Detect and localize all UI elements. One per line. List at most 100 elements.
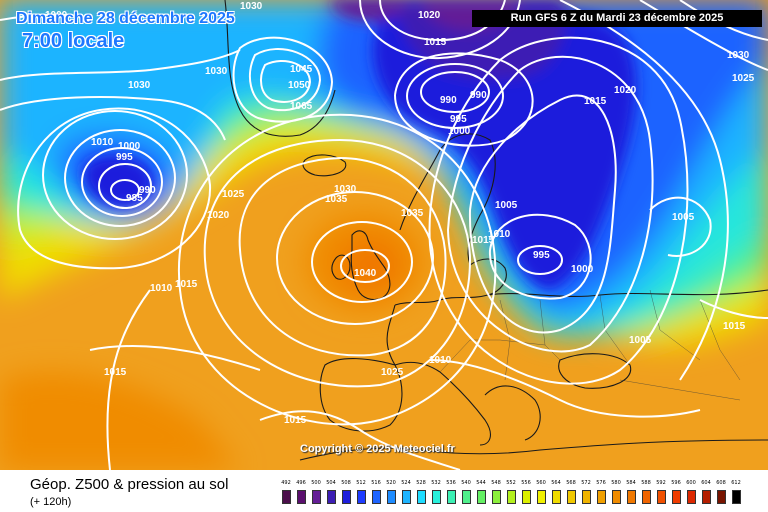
scale-label: 540 [461,480,471,486]
isobar-low-west-1010 [17,107,212,270]
scale-label: 544 [476,480,486,486]
scale-label: 552 [506,480,516,486]
isobar-label: 1015 [723,321,746,332]
isobar-iceland-high [248,48,322,112]
isobar-label: 1015 [472,235,495,246]
isobar-east-1010 [447,55,654,353]
isobar-label: 1005 [629,335,652,346]
scale-label: 580 [611,480,621,486]
weather-map: 1030 1000 1020 1015 1030 1030 1045 1025 1030 1050… [0,0,768,470]
isobar-label: 1010 [150,283,173,294]
scale-label: 508 [341,480,351,486]
scale-swatch [642,490,651,504]
scale-label: 600 [686,480,696,486]
scale-label: 612 [731,480,741,486]
isobar-low-west-990 [98,163,152,209]
border-4 [649,289,701,361]
isobar-label: 1025 [732,73,755,84]
scale-swatch [387,490,396,504]
isobar-label: 995 [533,250,550,261]
border-6 [699,299,741,381]
scale-swatch [432,490,441,504]
scale-label: 596 [671,480,681,486]
coast-greenland [224,0,336,137]
scale-swatch [417,490,426,504]
scale-label: 560 [536,480,546,486]
scale-label: 568 [566,480,576,486]
scale-label: 512 [356,480,366,486]
scale-swatch [522,490,531,504]
border-7 [619,379,741,401]
isobar-high-uk-1040 [340,249,390,283]
scale-swatch [372,490,381,504]
scale-swatch [612,490,621,504]
isobar-high-uk-1030 [276,191,434,325]
scale-swatch [312,490,321,504]
isobar-east-1005 [468,94,617,334]
scale-label: 504 [326,480,336,486]
isobar-label: 1015 [424,37,447,48]
scale-label: 536 [446,480,456,486]
scale-label: 572 [581,480,591,486]
isobar-low-north-995 [406,63,504,129]
isobar-west-1030 [0,49,241,81]
scale-swatch [657,490,666,504]
isobar-label: 1020 [418,10,441,21]
isobar-label: 1015 [584,96,607,107]
isobar-label: 1035 [401,208,424,219]
scale-label: 516 [371,480,381,486]
isobar-west-1000 [0,13,91,21]
scale-swatch [342,490,351,504]
isobar-label: 1030 [205,66,228,77]
scale-label: 496 [296,480,306,486]
scale-swatch [357,490,366,504]
scale-swatch [732,490,741,504]
valid-date: Dimanche 28 décembre 2025 [16,10,235,27]
scale-swatch [477,490,486,504]
isobar-label: 1040 [354,268,377,279]
scale-label: 528 [416,480,426,486]
isobar-labels: 1030 1000 1020 1015 1030 1030 1045 1025 1030 1050… [45,1,755,426]
isobar-label: 1000 [571,264,594,275]
isobar-1010-south [106,289,151,470]
isobar-label: 1030 [727,50,750,61]
scale-swatch [447,490,456,504]
isobar-label: 1015 [284,415,307,426]
isobar-1015-south [89,345,261,371]
scale-label: 492 [281,480,291,486]
field-ocean-southwest [0,372,240,470]
isobar-east-1015 [428,36,689,385]
scale-swatch [297,490,306,504]
coast-balkans [484,385,541,441]
isobar-label: 990 [440,95,457,106]
isobar-1015-arc [177,113,497,426]
scale-swatch [537,490,546,504]
isobar-label: 1025 [222,189,245,200]
isobar-label: 1020 [614,85,637,96]
isobar-label: 1000 [118,141,141,152]
isobar-label: 1035 [325,194,348,205]
scale-swatch [567,490,576,504]
coast-iceland [302,154,347,177]
field-title: Géop. Z500 & pression au sol [30,476,229,493]
isobar-high-1025 [238,156,447,357]
scale-label: 524 [401,480,411,486]
isobar-east-1015-b [699,299,768,319]
isobar-label: 990 [139,185,156,196]
scale-swatch [327,490,336,504]
isobar-label: 1015 [175,279,198,290]
isobar-low-east-1000 [488,213,592,300]
isobar-east-1020 [559,0,729,381]
isobar-low-west-985 [110,179,140,201]
isobar-label: 1010 [488,229,511,240]
coast-black-sea [558,353,632,389]
coast-north-africa [299,439,768,461]
isobar-label: 1030 [334,184,357,195]
coast-iberia [319,358,403,432]
isobar-mediterranean-1010 [429,359,701,418]
isobar-label: 995 [116,152,133,163]
local-time: 7:00 locale [22,30,125,52]
scale-swatch [627,490,636,504]
isobar-high-uk-1035 [311,221,413,303]
scale-swatch [582,490,591,504]
